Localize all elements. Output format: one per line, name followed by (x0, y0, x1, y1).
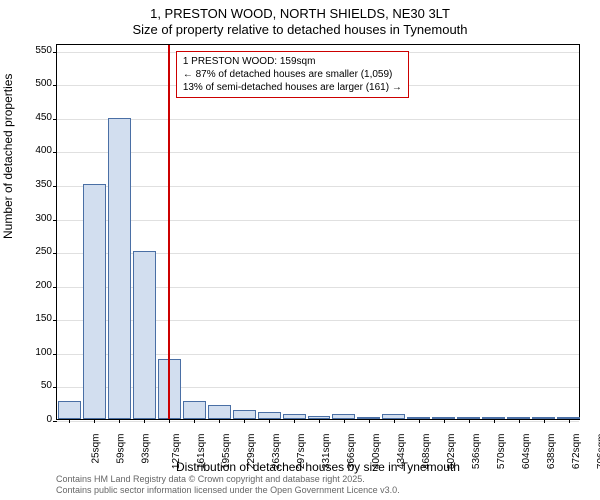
y-tick-label: 200 (12, 280, 52, 291)
histogram-bar (133, 251, 156, 419)
x-tick-label: 229sqm (246, 434, 257, 470)
y-tick-mark (53, 253, 57, 254)
x-tick-label: 604sqm (521, 434, 532, 470)
x-tick-mark (219, 419, 220, 423)
x-tick-label: 638sqm (546, 434, 557, 470)
x-tick-mark (144, 419, 145, 423)
footer-line2: Contains public sector information licen… (56, 485, 400, 496)
y-tick-label: 250 (12, 246, 52, 257)
histogram-bar (83, 184, 106, 419)
y-tick-mark (53, 52, 57, 53)
x-tick-mark (569, 419, 570, 423)
x-tick-label: 468sqm (421, 434, 432, 470)
histogram-bar (58, 401, 81, 419)
y-tick-mark (53, 220, 57, 221)
y-tick-mark (53, 287, 57, 288)
gridline-h (57, 186, 579, 187)
footer-line1: Contains HM Land Registry data © Crown c… (56, 474, 400, 485)
histogram-bar (208, 405, 231, 419)
y-tick-mark (53, 186, 57, 187)
x-tick-mark (394, 419, 395, 423)
y-tick-label: 450 (12, 112, 52, 123)
y-tick-mark (53, 320, 57, 321)
x-tick-label: 570sqm (496, 434, 507, 470)
y-tick-label: 150 (12, 313, 52, 324)
y-tick-mark (53, 152, 57, 153)
x-tick-mark (419, 419, 420, 423)
x-tick-label: 25sqm (91, 434, 102, 464)
x-tick-mark (294, 419, 295, 423)
y-tick-mark (53, 119, 57, 120)
y-tick-mark (53, 387, 57, 388)
chart-footer: Contains HM Land Registry data © Crown c… (56, 474, 400, 496)
x-tick-label: 400sqm (371, 434, 382, 470)
x-tick-mark (169, 419, 170, 423)
x-tick-mark (94, 419, 95, 423)
x-tick-label: 366sqm (346, 434, 357, 470)
x-tick-label: 434sqm (396, 434, 407, 470)
annotation-line1: 1 PRESTON WOOD: 159sqm (183, 55, 402, 68)
annotation-line3: 13% of semi-detached houses are larger (… (183, 81, 402, 94)
y-tick-label: 550 (12, 45, 52, 56)
y-tick-label: 100 (12, 347, 52, 358)
x-tick-label: 331sqm (321, 434, 332, 470)
y-tick-label: 50 (12, 380, 52, 391)
y-tick-label: 400 (12, 145, 52, 156)
y-tick-mark (53, 85, 57, 86)
chart-title-line2: Size of property relative to detached ho… (0, 22, 600, 37)
y-tick-mark (53, 354, 57, 355)
x-tick-mark (344, 419, 345, 423)
x-tick-mark (494, 419, 495, 423)
x-tick-label: 59sqm (116, 434, 127, 464)
y-tick-label: 350 (12, 179, 52, 190)
x-tick-mark (194, 419, 195, 423)
marker-line (168, 45, 170, 419)
x-tick-mark (244, 419, 245, 423)
y-tick-label: 500 (12, 78, 52, 89)
y-tick-mark (53, 421, 57, 422)
plot-area: 1 PRESTON WOOD: 159sqm← 87% of detached … (56, 44, 580, 420)
annotation-box: 1 PRESTON WOOD: 159sqm← 87% of detached … (176, 51, 409, 98)
histogram-bar (258, 412, 281, 419)
x-tick-label: 706sqm (596, 434, 600, 470)
x-tick-label: 502sqm (446, 434, 457, 470)
x-tick-mark (469, 419, 470, 423)
x-tick-mark (519, 419, 520, 423)
chart-title-line1: 1, PRESTON WOOD, NORTH SHIELDS, NE30 3LT (0, 6, 600, 21)
y-tick-label: 300 (12, 213, 52, 224)
gridline-h (57, 421, 579, 422)
chart-container: 1, PRESTON WOOD, NORTH SHIELDS, NE30 3LT… (0, 0, 600, 500)
annotation-line2: ← 87% of detached houses are smaller (1,… (183, 68, 402, 81)
x-tick-mark (269, 419, 270, 423)
x-tick-mark (119, 419, 120, 423)
x-tick-mark (69, 419, 70, 423)
x-tick-label: 297sqm (296, 434, 307, 470)
y-tick-label: 0 (12, 414, 52, 425)
gridline-h (57, 119, 579, 120)
x-tick-mark (544, 419, 545, 423)
x-tick-mark (319, 419, 320, 423)
histogram-bar (183, 401, 206, 419)
x-tick-label: 195sqm (221, 434, 232, 470)
x-tick-label: 93sqm (141, 434, 152, 464)
x-tick-mark (369, 419, 370, 423)
x-tick-label: 127sqm (171, 434, 182, 470)
histogram-bar (108, 118, 131, 419)
x-tick-label: 672sqm (571, 434, 582, 470)
x-tick-label: 263sqm (271, 434, 282, 470)
x-tick-label: 536sqm (471, 434, 482, 470)
gridline-h (57, 152, 579, 153)
gridline-h (57, 220, 579, 221)
x-tick-mark (444, 419, 445, 423)
histogram-bar (233, 410, 256, 419)
x-tick-label: 161sqm (196, 434, 207, 470)
